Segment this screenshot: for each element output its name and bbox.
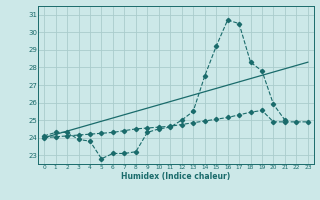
X-axis label: Humidex (Indice chaleur): Humidex (Indice chaleur) — [121, 172, 231, 181]
